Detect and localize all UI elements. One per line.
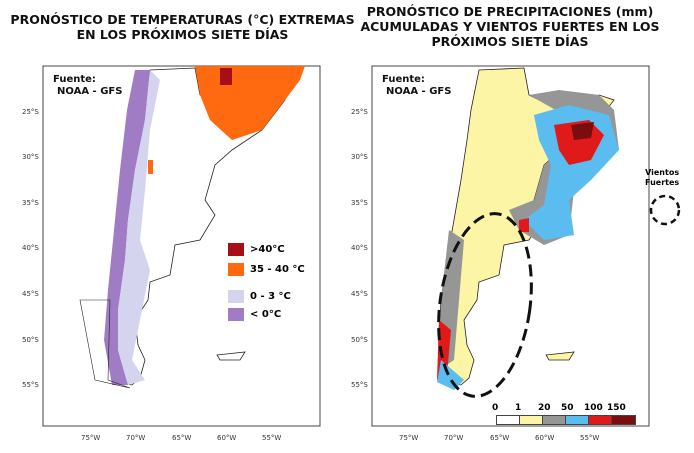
colorbar-tick-label: 100 — [584, 403, 603, 413]
legend-swatch — [228, 243, 244, 256]
colorbar-tick-label: 150 — [607, 403, 626, 413]
lon-tick-label: 65°W — [172, 434, 192, 442]
legend-item: >40°C — [228, 243, 285, 256]
legend-swatch — [228, 263, 244, 276]
lat-tick-label: 25°S — [22, 108, 39, 116]
colorbar-tick-label: 0 — [492, 403, 499, 413]
lat-tick-label: 35°S — [22, 199, 39, 207]
lon-tick-label: 65°W — [490, 434, 510, 442]
right-title-line2: ACUMULADAS Y VIENTOS FUERTES EN LOS — [360, 19, 660, 34]
lon-tick-label: 55°W — [580, 434, 600, 442]
lat-tick-label: 30°S — [22, 153, 39, 161]
lon-tick-label: 75°W — [81, 434, 101, 442]
source-label: Fuente: — [382, 74, 425, 85]
lat-tick-label: 55°S — [351, 381, 368, 389]
left-source: Fuente: NOAA - GFS — [53, 74, 122, 98]
colorbar-segment — [496, 415, 521, 425]
colorbar-tick-label: 20 — [538, 403, 551, 413]
colorbar-segment — [611, 415, 636, 425]
wind-legend-icon — [649, 194, 681, 226]
legend-label: 0 - 3 °C — [250, 291, 291, 302]
colorbar-tick-label: 1 — [515, 403, 522, 413]
lat-tick-label: 25°S — [351, 108, 368, 116]
lat-tick-label: 35°S — [351, 199, 368, 207]
legend-item: 0 - 3 °C — [228, 290, 291, 303]
legend-swatch — [228, 308, 244, 321]
lon-tick-label: 70°W — [444, 434, 464, 442]
lat-tick-label: 55°S — [22, 381, 39, 389]
right-title: PRONÓSTICO DE PRECIPITACIONES (mm) ACUMU… — [340, 4, 680, 49]
legend-label: < 0°C — [250, 309, 282, 320]
legend-label: >40°C — [250, 244, 285, 255]
left-title-line2: EN LOS PRÓXIMOS SIETE DÍAS — [76, 27, 289, 42]
lon-tick-label: 60°W — [217, 434, 237, 442]
lat-tick-label: 30°S — [351, 153, 368, 161]
lon-tick-label: 75°W — [399, 434, 419, 442]
lat-tick-label: 45°S — [351, 290, 368, 298]
heat-over-40-area — [220, 68, 232, 85]
lat-tick-label: 40°S — [351, 244, 368, 252]
right-title-line3: PRÓXIMOS SIETE DÍAS — [431, 34, 589, 49]
legend-item: < 0°C — [228, 308, 281, 321]
lon-tick-label: 70°W — [126, 434, 146, 442]
zero-to-three-area — [118, 70, 160, 385]
right-title-line1: PRONÓSTICO DE PRECIPITACIONES (mm) — [366, 4, 654, 19]
lon-tick-label: 60°W — [535, 434, 555, 442]
right-map — [371, 65, 681, 427]
source-value: NOAA - GFS — [386, 86, 452, 97]
colorbar-segment — [588, 415, 613, 425]
left-title: PRONÓSTICO DE TEMPERATURAS (°C) EXTREMAS… — [10, 12, 355, 42]
lat-tick-label: 40°S — [22, 244, 39, 252]
legend-swatch — [228, 290, 244, 303]
wind-legend-line1: Vientos — [645, 168, 680, 177]
right-source: Fuente: NOAA - GFS — [382, 74, 451, 98]
legend-item: 35 - 40 °C — [228, 263, 305, 276]
lat-tick-label: 50°S — [22, 336, 39, 344]
lat-tick-label: 45°S — [22, 290, 39, 298]
colorbar-segment — [519, 415, 544, 425]
source-label: Fuente: — [53, 74, 96, 85]
below-zero-area — [104, 70, 150, 385]
lon-tick-label: 55°W — [262, 434, 282, 442]
colorbar-segment — [565, 415, 590, 425]
lat-tick-label: 50°S — [351, 336, 368, 344]
wind-legend-line2: Fuertes — [645, 178, 680, 187]
source-value: NOAA - GFS — [57, 86, 123, 97]
left-map — [42, 65, 321, 427]
wind-legend-label: Vientos Fuertes — [645, 168, 679, 188]
colorbar-segment — [542, 415, 567, 425]
legend-label: 35 - 40 °C — [250, 264, 305, 275]
strong-wind-area — [437, 212, 533, 398]
colorbar-tick-label: 50 — [561, 403, 574, 413]
left-title-line1: PRONÓSTICO DE TEMPERATURAS (°C) EXTREMAS — [10, 12, 355, 27]
